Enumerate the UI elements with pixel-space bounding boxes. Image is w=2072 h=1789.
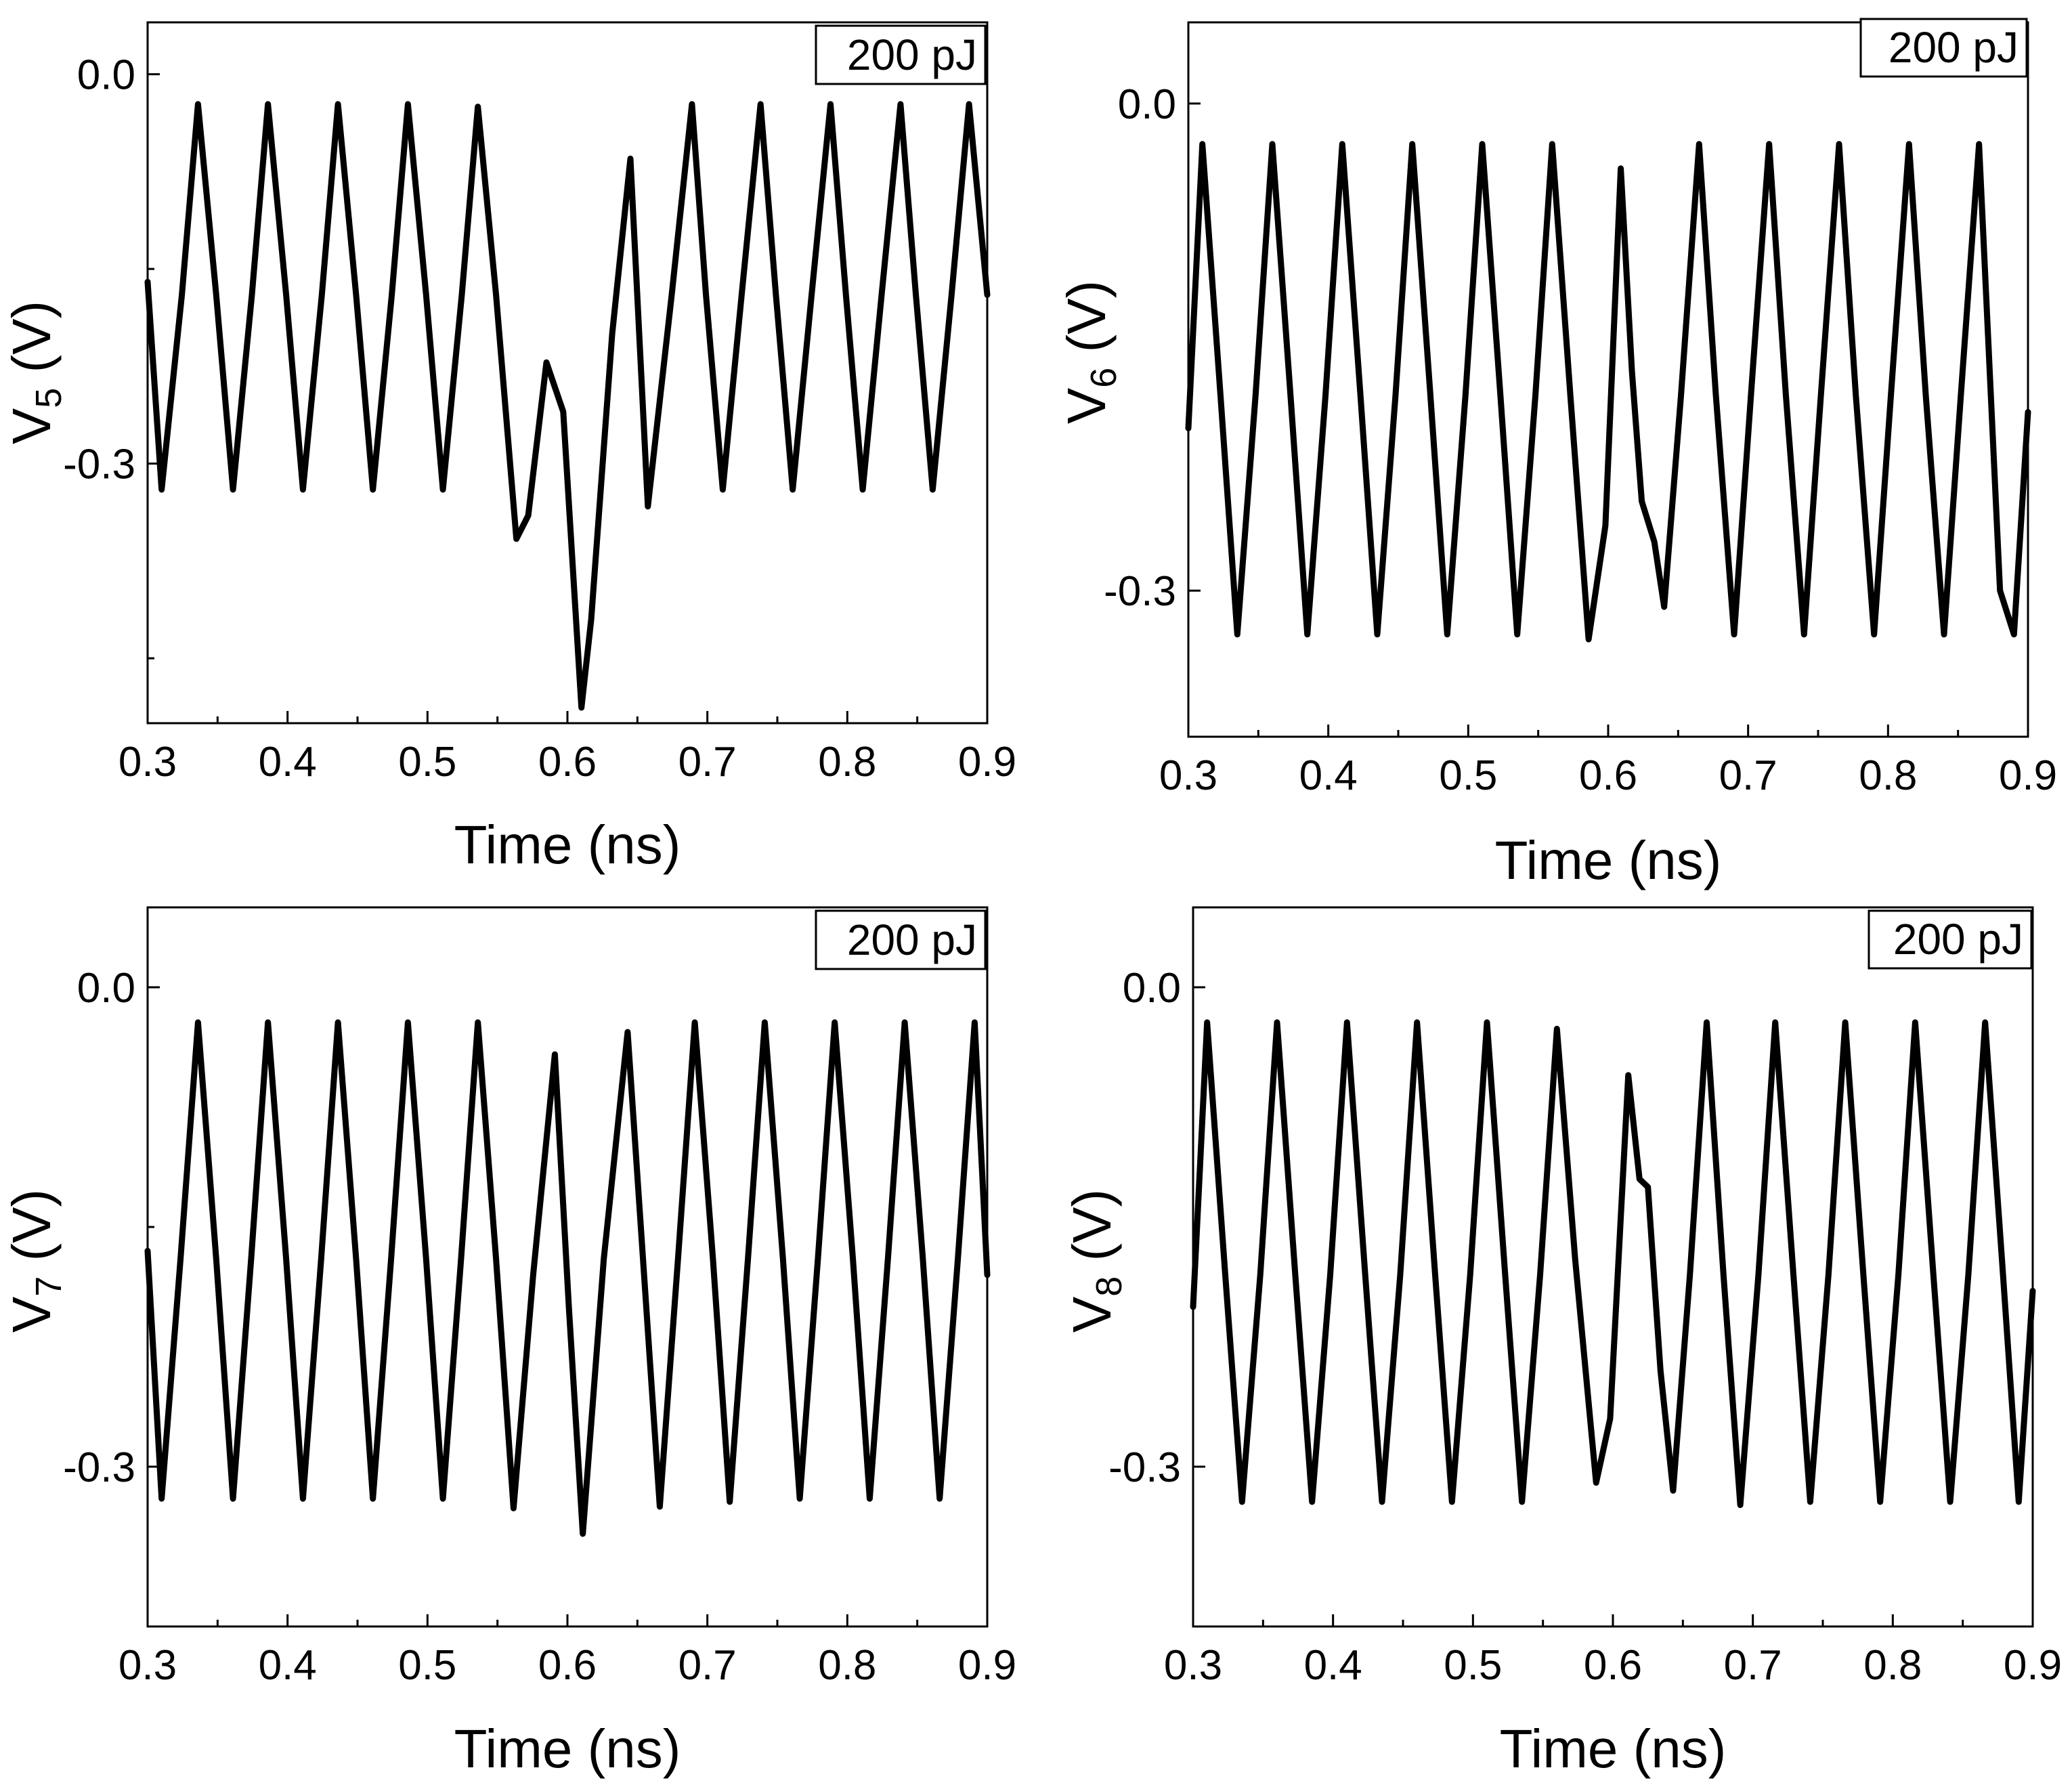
x-axis-title: Time (ns)	[1500, 1719, 1727, 1779]
legend-box	[1859, 18, 2028, 78]
x-tick-label: 0.8	[1863, 1642, 1922, 1689]
x-axis-title: Time (ns)	[1495, 830, 1722, 890]
y-axis-title-subscript: 6	[1083, 368, 1124, 388]
x-tick-label: 0.5	[398, 1642, 456, 1689]
panel-v7: 0.3 0.4 0.5 0.6 0.7 0.8 0.9 0.0 -0.3 200 pJ Tim…	[1, 906, 1016, 1779]
x-tick-label: 0.7	[678, 739, 737, 785]
voltage-trace	[144, 1019, 991, 1537]
x-tick-label: 0.7	[1724, 1642, 1782, 1689]
y-tick-label: 0.0	[77, 965, 135, 1012]
y-tick-label: 0.0	[1118, 81, 1176, 128]
y-axis-title-unit: (V)	[1062, 1189, 1122, 1276]
legend-box	[1868, 909, 2033, 970]
x-axis-title: Time (ns)	[454, 815, 681, 875]
y-ticks: 0.0 -0.3	[63, 965, 160, 1491]
y-axis-title: V7 (V)	[1, 1189, 69, 1333]
y-axis-title: V8 (V)	[1062, 1189, 1129, 1333]
x-tick-label: 0.9	[958, 739, 1016, 785]
legend-label: 200 pJ	[1893, 915, 2023, 964]
x-tick-label: 0.3	[118, 1642, 177, 1689]
x-tick-label: 0.7	[1719, 752, 1777, 799]
y-tick-label: 0.0	[77, 52, 135, 99]
legend: 200 pJ	[1868, 909, 2033, 970]
y-axis-title-unit: (V)	[1056, 280, 1117, 368]
y-axis-title-main: V	[1056, 387, 1117, 424]
plot-frame	[146, 21, 989, 725]
legend-box	[815, 24, 987, 85]
x-tick-label: 0.4	[1299, 752, 1358, 799]
y-axis-title: V6 (V)	[1056, 280, 1124, 424]
y-ticks: 0.0 -0.3	[63, 52, 160, 660]
x-axis-title: Time (ns)	[454, 1719, 681, 1779]
x-tick-label: 0.6	[538, 739, 597, 785]
x-tick-label: 0.9	[1999, 752, 2057, 799]
legend: 200 pJ	[1859, 18, 2028, 78]
legend-label: 200 pJ	[847, 915, 977, 964]
y-ticks: 0.0 -0.3	[1108, 965, 1205, 1491]
x-tick-label: 0.4	[1304, 1642, 1362, 1689]
x-tick-label: 0.6	[1584, 1642, 1642, 1689]
legend-label: 200 pJ	[847, 30, 977, 79]
plot-frame	[1187, 21, 2029, 738]
x-tick-label: 0.8	[1859, 752, 1917, 799]
panel-v6: 0.3 0.4 0.5 0.6 0.7 0.8 0.9 0.0 -0.3 200 pJ Tim…	[1056, 18, 2057, 890]
y-tick-label: -0.3	[63, 1444, 135, 1491]
x-ticks: 0.3 0.4 0.5 0.6 0.7 0.8 0.9	[1159, 725, 2057, 799]
panel-v5: 0.3 0.4 0.5 0.6 0.7 0.8 0.9 0.0 -0.3 200 pJ Tim…	[1, 21, 1016, 875]
legend-box	[815, 909, 987, 970]
x-ticks: 0.3 0.4 0.5 0.6 0.7 0.8 0.9	[118, 711, 1016, 785]
y-axis-title-main: V	[1062, 1296, 1122, 1333]
x-tick-label: 0.6	[538, 1642, 597, 1689]
x-tick-label: 0.5	[1439, 752, 1497, 799]
y-tick-label: -0.3	[1108, 1444, 1181, 1491]
y-axis-title-subscript: 5	[28, 388, 69, 408]
y-axis-title-main: V	[1, 1296, 62, 1333]
x-ticks: 0.3 0.4 0.5 0.6 0.7 0.8 0.9	[118, 1614, 1016, 1689]
panel-v8: 0.3 0.4 0.5 0.6 0.7 0.8 0.9 0.0 -0.3 200 pJ Tim…	[1062, 906, 2062, 1779]
legend: 200 pJ	[815, 24, 987, 85]
y-axis-title-unit: (V)	[1, 301, 62, 388]
legend-label: 200 pJ	[1888, 23, 2019, 72]
x-tick-label: 0.5	[1444, 1642, 1502, 1689]
x-tick-label: 0.7	[678, 1642, 737, 1689]
voltage-trace	[1190, 1019, 2036, 1509]
x-ticks: 0.3 0.4 0.5 0.6 0.7 0.8 0.9	[1164, 1614, 2062, 1689]
x-tick-label: 0.6	[1579, 752, 1637, 799]
x-tick-label: 0.9	[2004, 1642, 2062, 1689]
x-tick-label: 0.3	[1164, 1642, 1222, 1689]
y-tick-label: -0.3	[63, 441, 135, 488]
x-tick-label: 0.8	[818, 1642, 876, 1689]
x-tick-label: 0.4	[259, 739, 317, 785]
y-axis-title-main: V	[1, 408, 62, 444]
x-tick-label: 0.8	[818, 739, 876, 785]
legend: 200 pJ	[815, 909, 987, 970]
voltage-trace	[1185, 141, 2031, 643]
y-axis-title-subscript: 7	[28, 1276, 69, 1297]
x-tick-label: 0.5	[398, 739, 456, 785]
y-axis-title-unit: (V)	[1, 1189, 62, 1276]
y-tick-label: 0.0	[1123, 965, 1181, 1012]
x-tick-label: 0.3	[118, 739, 177, 785]
x-tick-label: 0.4	[259, 1642, 317, 1689]
x-tick-label: 0.9	[958, 1642, 1016, 1689]
x-tick-label: 0.3	[1159, 752, 1217, 799]
voltage-trace	[144, 101, 991, 711]
y-ticks: 0.0 -0.3	[1104, 81, 1201, 615]
y-axis-title-subscript: 8	[1089, 1276, 1129, 1297]
y-tick-label: -0.3	[1104, 568, 1176, 615]
plot-frame	[1192, 906, 2034, 1628]
y-axis-title: V5 (V)	[1, 301, 69, 444]
